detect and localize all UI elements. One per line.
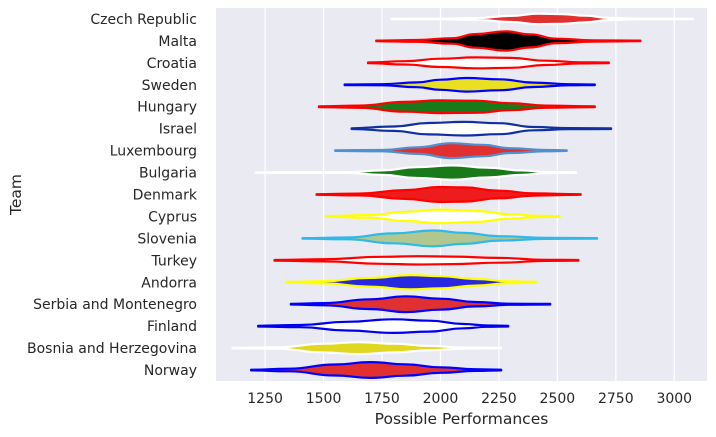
violin-bosnia-and-herzegovina xyxy=(231,341,503,356)
violin-turkey xyxy=(273,255,580,266)
violin-andorra xyxy=(285,274,538,291)
violin-sweden xyxy=(343,76,596,93)
violin-denmark xyxy=(315,185,582,204)
violin-serbia-and-montenegro xyxy=(289,295,552,314)
violin-bulgaria xyxy=(254,164,578,181)
violin-luxembourg xyxy=(334,142,568,160)
x-tick-label: 1250 xyxy=(247,391,283,407)
y-tick-label: Croatia xyxy=(147,56,197,72)
x-tick-label: 1500 xyxy=(306,391,342,407)
y-tick-label: Cyprus xyxy=(148,209,197,225)
violin-cyprus xyxy=(324,208,561,225)
x-tick-label: 2250 xyxy=(481,391,517,407)
violin-croatia xyxy=(366,56,610,70)
violin-hungary xyxy=(317,99,596,115)
y-tick-label: Czech Republic xyxy=(90,12,197,28)
y-tick-label: Hungary xyxy=(137,100,197,116)
violins xyxy=(231,12,695,379)
y-tick-label: Andorra xyxy=(141,275,197,291)
y-tick-label: Bosnia and Herzegovina xyxy=(27,341,197,357)
x-tick-labels: 1250 1500 1750 2000 2250 2500 2750 3000 xyxy=(247,391,692,407)
violin-malta xyxy=(375,30,642,52)
x-tick-label: 2750 xyxy=(598,391,634,407)
y-tick-label: Finland xyxy=(147,319,197,335)
y-tick-labels: Czech Republic Malta Croatia Sweden Hungary I… xyxy=(27,12,198,379)
x-tick-label: 2000 xyxy=(423,391,459,407)
x-tick-label: 1750 xyxy=(364,391,400,407)
violin-israel xyxy=(350,120,613,137)
x-axis-title: Possible Performances xyxy=(375,410,549,428)
y-tick-label: Serbia and Montenegro xyxy=(33,297,197,313)
y-tick-label: Sweden xyxy=(142,78,197,94)
y-tick-label: Slovenia xyxy=(137,231,197,247)
x-tick-label: 3000 xyxy=(656,391,692,407)
violin-slovenia xyxy=(301,229,599,248)
violin-finland xyxy=(257,318,510,334)
y-tick-label: Luxembourg xyxy=(110,144,197,160)
y-tick-label: Denmark xyxy=(133,188,198,204)
x-tick-label: 2500 xyxy=(540,391,576,407)
y-axis-title: Team xyxy=(7,174,25,216)
y-tick-label: Norway xyxy=(144,363,197,379)
y-tick-label: Malta xyxy=(158,34,197,50)
violin-czech-republic xyxy=(390,12,695,26)
violin-norway xyxy=(250,361,503,379)
y-tick-label: Israel xyxy=(159,122,197,138)
y-tick-label: Bulgaria xyxy=(139,166,197,182)
y-tick-label: Turkey xyxy=(150,253,197,269)
